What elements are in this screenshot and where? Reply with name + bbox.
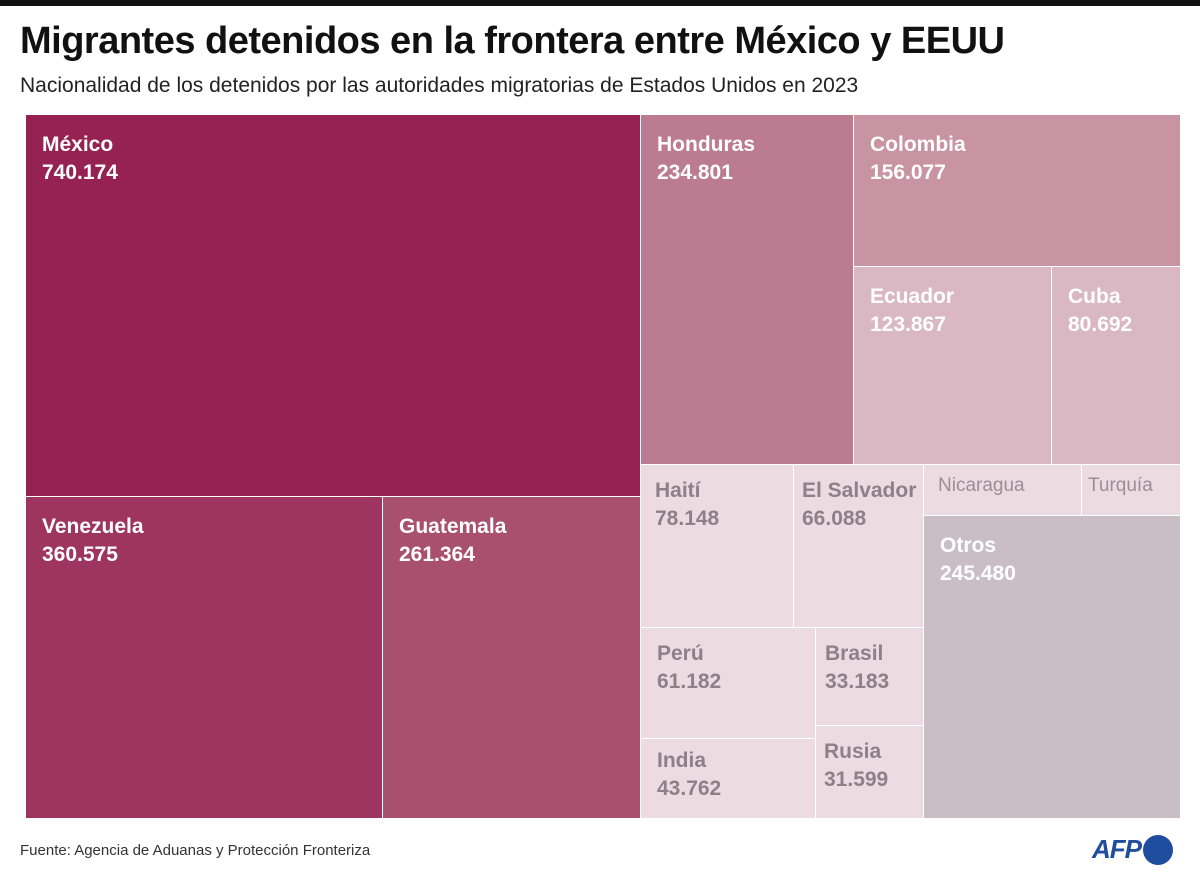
treemap-cell-india: India 43.762	[640, 738, 816, 819]
cell-name: Ecuador	[870, 285, 955, 308]
chart-title: Migrantes detenidos en la frontera entre…	[20, 20, 1005, 62]
treemap-cell-colombia: Colombia 156.077	[853, 114, 1181, 267]
treemap-cell-otros: Otros 245.480	[923, 515, 1181, 819]
treemap-cell-honduras: Honduras 234.801	[640, 114, 854, 465]
cell-value: 740.174	[42, 161, 118, 184]
cell-value: 66.088	[802, 507, 867, 530]
cell-value: 123.867	[870, 313, 946, 336]
cell-value: 156.077	[870, 161, 946, 184]
cell-name: Nicaragua	[938, 475, 1025, 496]
treemap-cell-venezuela: Venezuela 360.575	[25, 496, 383, 819]
cell-value: 245.480	[940, 562, 1016, 585]
cell-name: India	[657, 749, 707, 772]
treemap-cell-peru: Perú 61.182	[640, 627, 816, 739]
top-bar	[0, 0, 1200, 6]
cell-name: Rusia	[824, 740, 882, 763]
treemap-cell-cuba: Cuba 80.692	[1051, 266, 1181, 465]
cell-name: Colombia	[870, 133, 966, 156]
cell-name: Haití	[655, 479, 701, 502]
cell-name: Cuba	[1068, 285, 1121, 308]
cell-value: 61.182	[657, 670, 722, 693]
cell-name: Brasil	[825, 642, 884, 665]
treemap-cell-turquia: Turquía	[1081, 464, 1181, 516]
cell-value: 43.762	[657, 777, 722, 800]
cell-name: Perú	[657, 642, 704, 665]
treemap-cell-mexico: México 740.174	[25, 114, 641, 497]
afp-logo-dot	[1143, 834, 1173, 865]
chart-subtitle: Nacionalidad de los detenidos por las au…	[20, 74, 859, 97]
treemap-cell-nicaragua: Nicaragua	[923, 464, 1082, 516]
treemap-cell-guatemala: Guatemala 261.364	[382, 496, 641, 819]
treemap-cell-haiti: Haití 78.148	[640, 464, 794, 628]
cell-value: 33.183	[825, 670, 890, 693]
cell-value: 261.364	[399, 543, 475, 566]
cell-name: Guatemala	[399, 515, 507, 538]
cell-name: Honduras	[657, 133, 756, 156]
cell-value: 360.575	[42, 543, 118, 566]
treemap-cell-el-salvador: El Salvador 66.088	[793, 464, 924, 628]
cell-value: 80.692	[1068, 313, 1133, 336]
cell-name: El Salvador	[802, 479, 917, 502]
cell-name: Otros	[940, 534, 997, 557]
afp-logo-text: AFP	[1092, 834, 1142, 864]
cell-value: 31.599	[824, 768, 889, 791]
cell-value: 234.801	[657, 161, 733, 184]
afp-logo: AFP	[1092, 834, 1173, 865]
treemap-cell-brasil: Brasil 33.183	[815, 627, 924, 726]
cell-value: 78.148	[655, 507, 720, 530]
treemap-cell-ecuador: Ecuador 123.867	[853, 266, 1052, 465]
source-note: Fuente: Agencia de Aduanas y Protección …	[20, 842, 371, 859]
cell-name: Venezuela	[42, 515, 144, 538]
treemap-cell-rusia: Rusia 31.599	[815, 725, 924, 819]
cell-name: Turquía	[1088, 475, 1153, 496]
cell-name: México	[42, 133, 114, 156]
